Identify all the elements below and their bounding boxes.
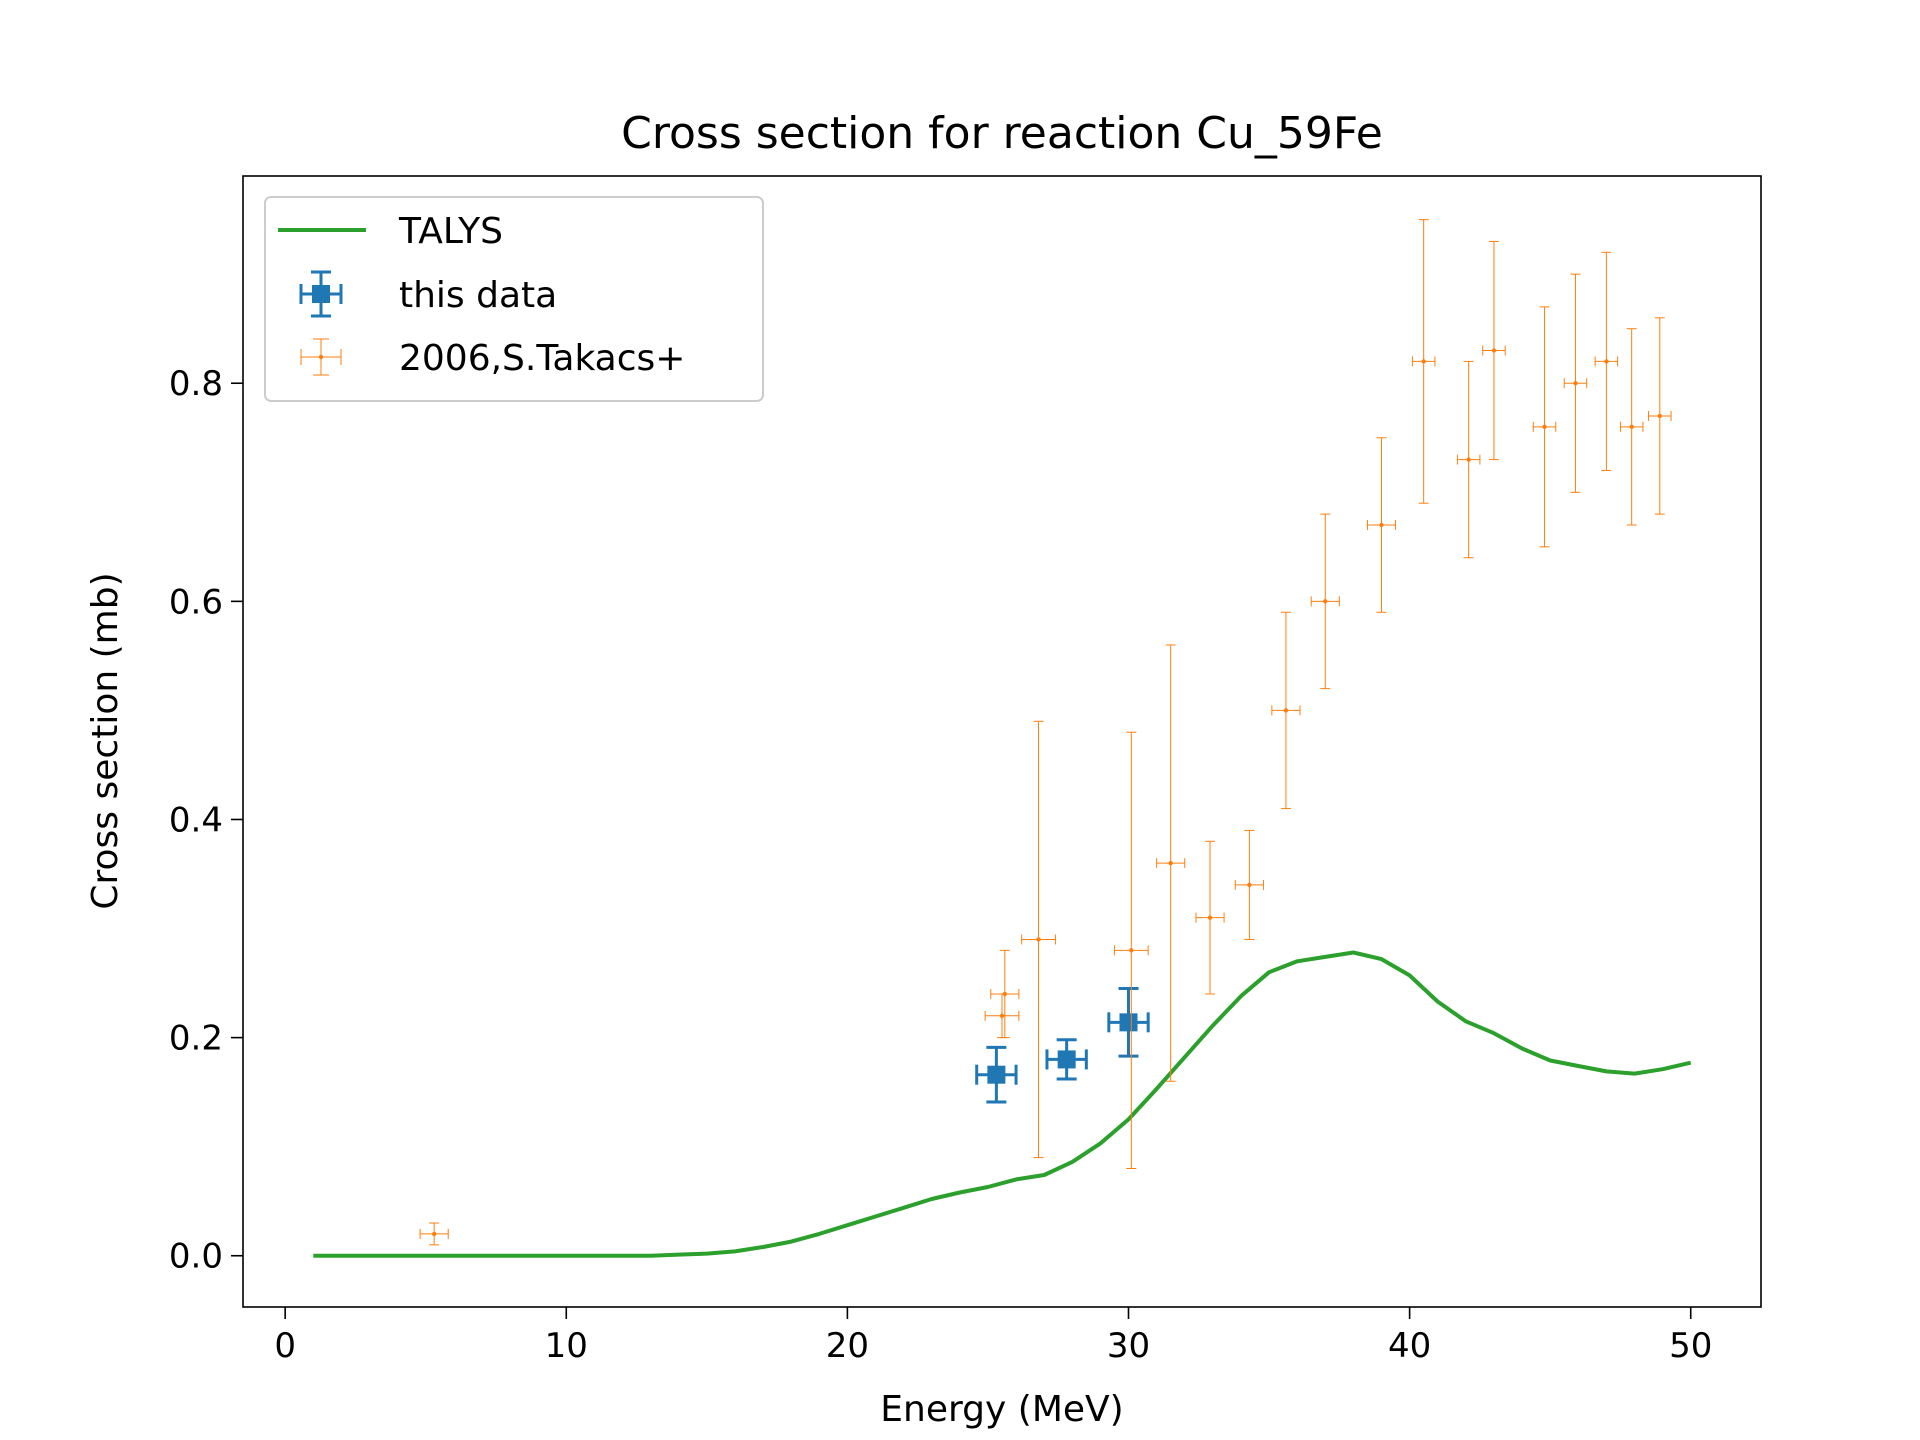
- legend: TALYS this data 2006,S.Takacs+: [264, 196, 764, 402]
- x-axis-ticks: 0 10 20 30 40 50: [274, 1307, 1712, 1366]
- legend-box: [264, 196, 764, 402]
- data-point: [987, 1065, 1006, 1084]
- data-point: [1573, 381, 1578, 386]
- data-point: [1207, 915, 1213, 920]
- errorbar-point: [419, 1222, 449, 1246]
- plot-marks: [313, 219, 1692, 1258]
- data-point: [1323, 599, 1328, 604]
- data-point: [1604, 359, 1609, 364]
- data-point: [1119, 1013, 1138, 1032]
- series-line: [313, 950, 1692, 1258]
- series-2: [419, 219, 1672, 1246]
- x-tick-label: 40: [1388, 1326, 1431, 1366]
- errorbar-point: [1648, 317, 1672, 515]
- legend-entry: this data: [299, 270, 557, 318]
- x-axis-label: Energy (MeV): [880, 1389, 1123, 1430]
- data-point: [1379, 522, 1384, 528]
- data-point: [1542, 424, 1547, 430]
- errorbar-point: [1021, 720, 1056, 1159]
- errorbar-point: [1107, 987, 1150, 1058]
- errorbar-point: [1594, 251, 1619, 471]
- errorbar-point: [1310, 513, 1340, 690]
- errorbar-point: [1532, 306, 1557, 548]
- data-point: [1421, 359, 1426, 364]
- legend-swatch: [318, 354, 324, 360]
- y-tick-label: 0.4: [169, 800, 223, 840]
- errorbar-point: [1366, 437, 1397, 613]
- x-tick-label: 10: [545, 1326, 588, 1366]
- errorbar-point: [1563, 273, 1588, 493]
- y-axis-label: Cross section (mb): [85, 572, 126, 909]
- errorbar-point: [1234, 829, 1264, 940]
- data-point: [1129, 948, 1134, 953]
- errorbar-point: [1045, 1038, 1088, 1081]
- y-tick-label: 0.0: [169, 1237, 223, 1277]
- errorbar-point: [1456, 360, 1481, 559]
- legend-label: TALYS: [398, 211, 503, 252]
- data-point: [999, 1013, 1005, 1018]
- data-point: [1657, 413, 1663, 419]
- data-point: [1002, 991, 1008, 997]
- errorbar-point: [1411, 219, 1436, 504]
- y-tick-label: 0.8: [169, 364, 223, 404]
- errorbar-point: [1482, 240, 1506, 461]
- x-tick-label: 0: [274, 1326, 296, 1366]
- data-point: [1629, 424, 1634, 430]
- legend-label: 2006,S.Takacs+: [399, 338, 685, 379]
- legend-label: this data: [399, 275, 557, 316]
- errorbar-point: [975, 1045, 1018, 1104]
- legend-entry: TALYS: [278, 211, 503, 252]
- data-point: [1247, 882, 1252, 888]
- y-axis-ticks: 0.0 0.2 0.4 0.6 0.8: [169, 364, 243, 1277]
- data-point: [431, 1231, 437, 1237]
- series-1: [975, 987, 1150, 1104]
- errorbar-point: [1271, 611, 1301, 810]
- chart-title: Cross section for reaction Cu_59Fe: [621, 108, 1383, 159]
- y-tick-label: 0.2: [169, 1019, 223, 1059]
- data-point: [1283, 708, 1289, 713]
- errorbar-point: [1113, 731, 1149, 1169]
- errorbar-point: [1156, 644, 1186, 1082]
- x-tick-label: 30: [1107, 1326, 1150, 1366]
- x-tick-label: 50: [1669, 1326, 1712, 1366]
- data-point: [1466, 457, 1471, 462]
- series-0: [313, 950, 1692, 1258]
- legend-swatch: [312, 285, 330, 303]
- errorbar-point: [1619, 328, 1644, 526]
- data-point: [1057, 1050, 1076, 1069]
- plot-frame: [242, 175, 1762, 1308]
- y-tick-label: 0.6: [169, 582, 223, 622]
- data-point: [1168, 860, 1173, 866]
- data-point: [1491, 348, 1497, 353]
- legend-entry: 2006,S.Takacs+: [300, 338, 685, 379]
- data-point: [1036, 937, 1041, 942]
- errorbar-point: [990, 949, 1020, 1039]
- x-tick-label: 20: [826, 1326, 869, 1366]
- errorbar-point: [1195, 840, 1225, 995]
